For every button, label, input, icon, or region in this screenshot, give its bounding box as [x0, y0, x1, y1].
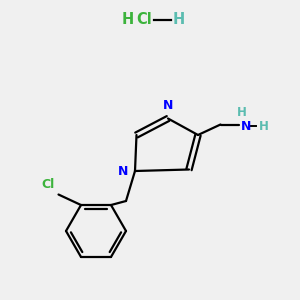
Text: Cl: Cl	[42, 178, 55, 191]
Text: Cl: Cl	[136, 12, 152, 27]
Text: H: H	[172, 12, 184, 27]
Text: N: N	[241, 119, 251, 133]
Text: N: N	[163, 99, 173, 112]
Text: N: N	[118, 165, 128, 178]
Text: H: H	[237, 106, 246, 119]
Text: H: H	[259, 119, 269, 133]
Text: H: H	[122, 12, 134, 27]
